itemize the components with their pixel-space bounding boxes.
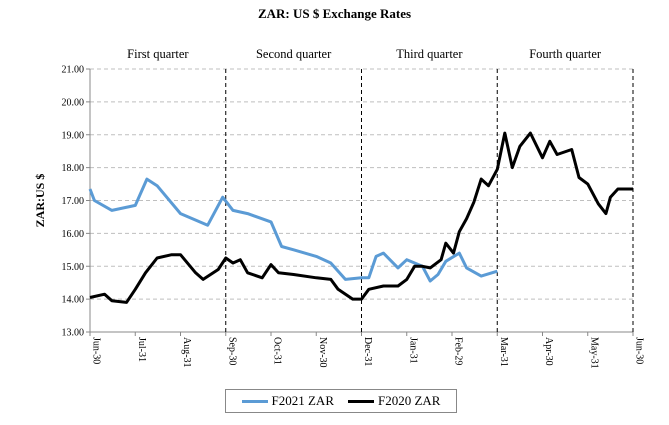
x-tick-label: Jan-31	[407, 337, 418, 364]
y-tick-label: 19.00	[62, 130, 85, 141]
x-tick-label: Jun-30	[91, 337, 102, 364]
quarter-label: First quarter	[127, 47, 189, 61]
chart-title: ZAR: US $ Exchange Rates	[257, 6, 412, 21]
x-tick-label: Dec-31	[362, 337, 373, 366]
x-tick-label: Aug-31	[181, 337, 192, 368]
y-tick-label: 16.00	[62, 229, 85, 240]
y-tick-label: 15.00	[62, 262, 85, 273]
legend-item-f2020: F2020 ZAR	[348, 393, 440, 409]
x-tick-label: Jun-30	[634, 337, 645, 364]
y-tick-label: 17.00	[62, 196, 85, 207]
x-tick-label: Nov-30	[317, 337, 328, 368]
legend-item-f2021: F2021 ZAR	[241, 393, 334, 409]
quarter-label: Fourth quarter	[529, 47, 602, 61]
x-tick-label: Mar-31	[498, 337, 509, 367]
legend-label: F2020 ZAR	[378, 393, 441, 408]
legend-swatch	[241, 399, 268, 403]
series-line-f2021	[88, 177, 498, 283]
y-tick-label: 20.00	[62, 97, 85, 108]
series-line-f2020	[89, 131, 633, 304]
quarter-label: Second quarter	[256, 47, 332, 61]
x-tick-label: Apr-30	[543, 337, 554, 366]
y-axis-label: ZAR:US $	[33, 174, 47, 228]
legend-label: F2021 ZAR	[271, 393, 334, 408]
x-tick-label: Sep-30	[226, 337, 237, 365]
y-tick-label: 18.00	[62, 163, 85, 174]
x-tick-label: Feb-29	[453, 337, 464, 365]
y-tick-label: 21.00	[62, 65, 85, 76]
y-tick-label: 13.00	[62, 328, 85, 339]
legend: F2021 ZAR F2020 ZAR	[225, 389, 457, 413]
legend-swatch	[348, 399, 374, 403]
x-tick-label: Jul-31	[136, 337, 147, 362]
x-tick-label: May-31	[588, 337, 599, 369]
quarter-label: Third quarter	[396, 47, 463, 61]
y-tick-label: 14.00	[62, 295, 85, 306]
x-tick-label: Oct-31	[272, 337, 283, 365]
